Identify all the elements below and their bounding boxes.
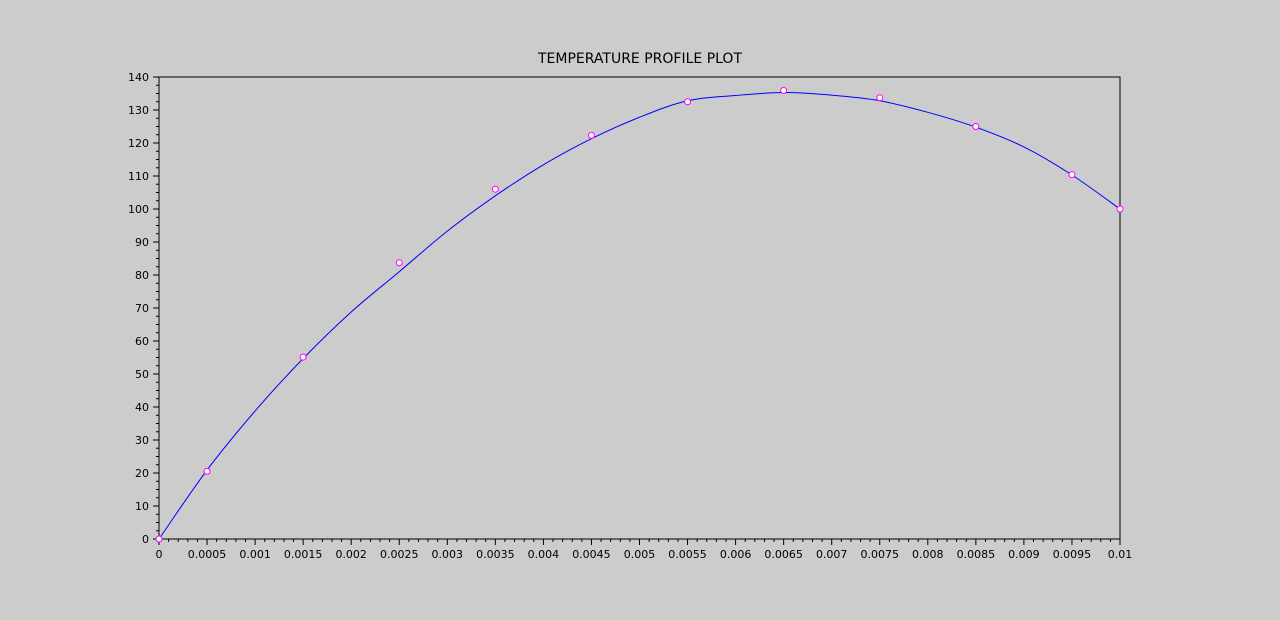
fitted-curve bbox=[158, 92, 1121, 540]
y-tick-label: 50 bbox=[135, 368, 149, 381]
x-axis: 0 0.0005 0.001 0.0015 0.002 0.0025 0.003 0.0035… bbox=[156, 539, 1133, 561]
chart-title: TEMPERATURE PROFILE PLOT bbox=[537, 51, 742, 67]
x-tick-label: 0.0075 bbox=[861, 548, 900, 561]
data-point bbox=[587, 131, 595, 139]
y-axis: 0 10 20 30 40 50 60 70 80 90 100 110 120 130 140 bbox=[128, 71, 159, 546]
data-point bbox=[299, 353, 307, 361]
y-tick-label: 140 bbox=[128, 71, 149, 84]
y-tick-label: 100 bbox=[128, 203, 149, 216]
x-tick-label: 0.006 bbox=[720, 548, 752, 561]
data-point bbox=[395, 259, 403, 267]
x-tick-label: 0.0005 bbox=[188, 548, 227, 561]
x-tick-label: 0.003 bbox=[432, 548, 464, 561]
y-tick-label: 30 bbox=[135, 434, 149, 447]
y-tick-label: 40 bbox=[135, 401, 149, 414]
y-tick-label: 120 bbox=[128, 137, 149, 150]
data-point bbox=[684, 98, 692, 106]
data-point bbox=[972, 123, 980, 130]
x-tick-label: 0.01 bbox=[1108, 548, 1133, 561]
y-tick-label: 90 bbox=[135, 236, 149, 249]
x-tick-label: 0.0045 bbox=[572, 548, 611, 561]
x-tick-label: 0.008 bbox=[912, 548, 944, 561]
x-tick-label: 0.0035 bbox=[476, 548, 515, 561]
x-tick-label: 0 bbox=[156, 548, 163, 561]
y-tick-label: 110 bbox=[128, 170, 149, 183]
x-tick-label: 0.001 bbox=[239, 548, 271, 561]
x-tick-label: 0.0095 bbox=[1053, 548, 1092, 561]
series-layer bbox=[155, 87, 1124, 543]
x-tick-label: 0.0085 bbox=[957, 548, 996, 561]
x-tick-label: 0.0015 bbox=[284, 548, 323, 561]
x-tick-label: 0.0025 bbox=[380, 548, 419, 561]
x-tick-label: 0.007 bbox=[816, 548, 848, 561]
x-tick-label: 0.009 bbox=[1008, 548, 1040, 561]
data-point bbox=[780, 87, 788, 95]
x-tick-label: 0.0055 bbox=[668, 548, 707, 561]
plot-area bbox=[158, 76, 1121, 540]
y-tick-label: 80 bbox=[135, 269, 149, 282]
x-tick-label: 0.002 bbox=[335, 548, 367, 561]
y-tick-label: 70 bbox=[135, 302, 149, 315]
x-tick-label: 0.0065 bbox=[764, 548, 803, 561]
y-tick-label: 10 bbox=[135, 500, 149, 513]
y-tick-label: 0 bbox=[142, 533, 149, 546]
y-tick-label: 130 bbox=[128, 104, 149, 117]
y-tick-label: 60 bbox=[135, 335, 149, 348]
data-point bbox=[1068, 171, 1076, 179]
y-tick-label: 20 bbox=[135, 467, 149, 480]
data-point bbox=[876, 94, 884, 102]
data-point bbox=[155, 535, 163, 543]
x-tick-label: 0.004 bbox=[528, 548, 560, 561]
data-point bbox=[491, 185, 499, 193]
data-point bbox=[1116, 205, 1124, 213]
x-tick-label: 0.005 bbox=[624, 548, 656, 561]
data-point bbox=[203, 467, 211, 475]
